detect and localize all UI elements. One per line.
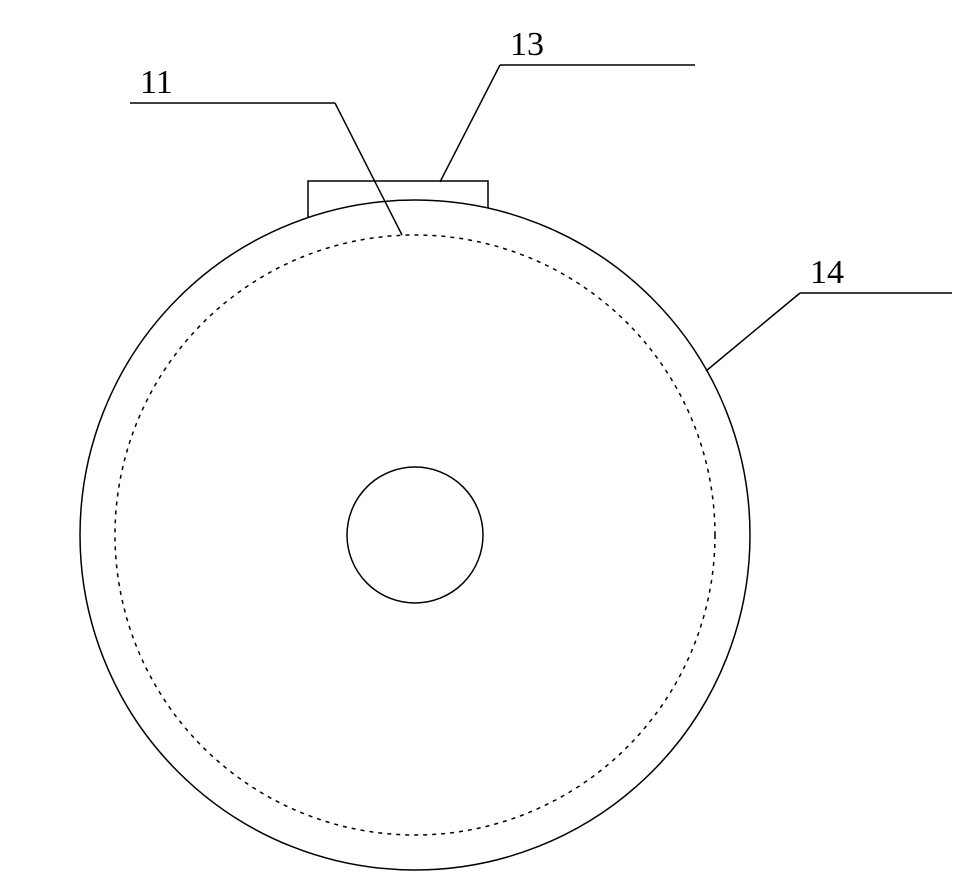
callout-label-14: 14: [810, 254, 844, 291]
callout-label-13: 13: [510, 26, 544, 63]
callout-label-11: 11: [140, 64, 173, 101]
hub-circle: [347, 467, 483, 603]
top-tab: [308, 181, 488, 218]
technical-diagram: 13 11 14: [0, 0, 957, 884]
pointer-line-14: [706, 293, 800, 371]
outer-rim-circle: [80, 200, 750, 870]
inner-dashed-circle: [115, 235, 715, 835]
pointer-line-11: [335, 103, 402, 235]
pointer-line-13: [440, 65, 500, 182]
